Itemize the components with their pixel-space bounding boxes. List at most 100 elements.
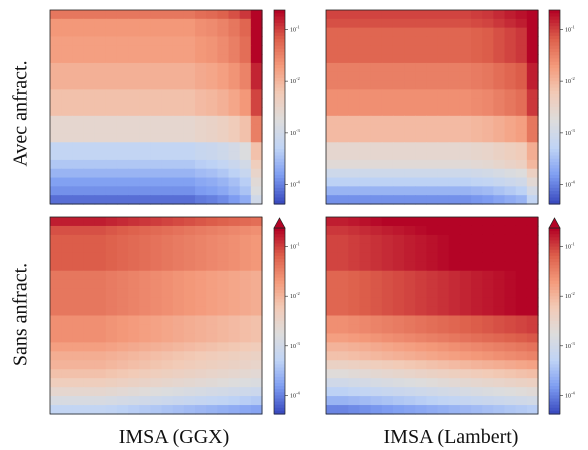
- heatmap-cell: [217, 342, 230, 352]
- heatmap-cell: [459, 234, 472, 245]
- heatmap-cell: [72, 333, 85, 343]
- heatmap-cell: [504, 225, 517, 236]
- heatmap-cell: [515, 133, 528, 143]
- heatmap-cell: [493, 387, 506, 397]
- heatmap-cell: [415, 177, 428, 187]
- heatmap-cell: [437, 27, 450, 38]
- heatmap-cell: [239, 396, 252, 406]
- heatmap-cell: [515, 98, 528, 108]
- colorbar-segment: [549, 129, 560, 134]
- heatmap-cell: [83, 324, 96, 334]
- heatmap-cell: [392, 351, 405, 361]
- heatmap-cell: [392, 387, 405, 397]
- heatmap-cell: [239, 297, 252, 308]
- heatmap-cell: [337, 225, 349, 236]
- heatmap-cell: [217, 324, 230, 334]
- heatmap-cell: [326, 62, 338, 73]
- heatmap-cell: [116, 36, 129, 46]
- heatmap-cell: [482, 36, 494, 46]
- heatmap-cell: [504, 396, 517, 406]
- heatmap-cell: [172, 36, 185, 46]
- heatmap-cell: [381, 306, 394, 317]
- heatmap-cell: [206, 243, 218, 254]
- colorbar-segment: [549, 389, 560, 393]
- colorbar-segment: [274, 330, 285, 334]
- heatmap-cell: [150, 142, 163, 152]
- heatmap-cell: [404, 261, 416, 272]
- colorbar-segment: [274, 355, 285, 359]
- heatmap-cell: [206, 369, 218, 379]
- heatmap-cell: [370, 54, 383, 64]
- heatmap-cell: [83, 142, 96, 152]
- heatmap-cell: [326, 124, 338, 135]
- heatmap-cell: [471, 54, 483, 64]
- colorbar-segment: [549, 280, 560, 285]
- heatmap-cell: [172, 225, 185, 236]
- heatmap-cell: [128, 80, 140, 90]
- heatmap-cell: [471, 243, 483, 254]
- heatmap-cell: [348, 10, 361, 20]
- heatmap-cell: [195, 45, 207, 55]
- heatmap-cell: [370, 261, 383, 272]
- heatmap-cell: [359, 36, 372, 46]
- heatmap-cell: [250, 54, 263, 64]
- heatmap-cell: [128, 195, 140, 205]
- heatmap-cell: [195, 177, 207, 187]
- heatmap-cell: [415, 62, 428, 73]
- heatmap-cell: [94, 396, 107, 406]
- heatmap-cell: [50, 261, 62, 272]
- heatmap-cell: [504, 243, 517, 254]
- heatmap-cell: [426, 107, 439, 117]
- heatmap-cell: [105, 288, 118, 299]
- heatmap-cell: [348, 288, 361, 299]
- heatmap-cell: [515, 351, 528, 361]
- colorbar-segment: [274, 139, 285, 144]
- colorbar-segment: [549, 158, 560, 163]
- heatmap-cell: [337, 89, 349, 99]
- heatmap-cell: [459, 115, 472, 126]
- colorbar-segment: [549, 302, 560, 307]
- colorbar-segment: [549, 126, 560, 131]
- colorbar-tick-label: 10-3: [290, 128, 300, 137]
- heatmap-cell: [404, 387, 416, 397]
- colorbar-segment: [274, 404, 285, 409]
- colorbar-segment: [274, 107, 285, 111]
- heatmap-cell: [337, 27, 349, 38]
- heatmap-cell: [139, 142, 152, 152]
- heatmap-cell: [437, 342, 450, 352]
- heatmap-cell: [404, 195, 416, 205]
- heatmap-cell: [404, 279, 416, 290]
- heatmap-cell: [437, 142, 450, 152]
- heatmap-cell: [370, 151, 383, 161]
- heatmap-cell: [326, 80, 338, 90]
- heatmap-cell: [348, 195, 361, 205]
- heatmap-cell: [94, 80, 107, 90]
- heatmap-cell: [161, 27, 174, 38]
- heatmap-cell: [526, 217, 539, 227]
- heatmap-cell: [359, 62, 372, 73]
- heatmap-cell: [128, 62, 140, 73]
- heatmap-cell: [128, 177, 140, 187]
- heatmap-cell: [239, 168, 252, 179]
- heatmap-cell: [195, 333, 207, 343]
- heatmap-cell: [526, 115, 539, 126]
- heatmap-cell: [392, 360, 405, 370]
- heatmap-cell: [139, 45, 152, 55]
- heatmap-cell: [415, 124, 428, 135]
- heatmap-cell: [415, 186, 428, 196]
- heatmap-cell: [515, 369, 528, 379]
- heatmap-cell: [206, 405, 218, 415]
- colorbar-segment: [549, 252, 560, 257]
- heatmap-cell: [337, 151, 349, 161]
- heatmap-cell: [337, 168, 349, 179]
- heatmap-cell: [172, 333, 185, 343]
- heatmap-cell: [150, 396, 163, 406]
- heatmap-cell: [448, 396, 461, 406]
- colorbar-segment: [549, 52, 560, 56]
- heatmap-cell: [217, 10, 230, 20]
- heatmap-cell: [415, 159, 428, 170]
- heatmap-cell: [228, 18, 241, 29]
- heatmap-cell: [326, 369, 338, 379]
- colorbar-segment: [549, 383, 560, 387]
- colorbar-segment: [549, 29, 560, 34]
